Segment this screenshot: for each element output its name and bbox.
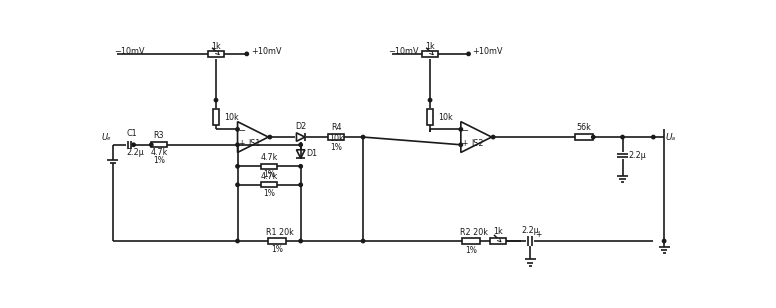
Circle shape: [652, 136, 655, 139]
Bar: [462, 238, 480, 244]
Text: 1%: 1%: [271, 245, 282, 254]
Text: 1%: 1%: [153, 156, 165, 165]
Text: $+10$mV: $+10$mV: [473, 45, 504, 55]
Circle shape: [236, 128, 239, 131]
Circle shape: [459, 128, 462, 131]
Bar: [422, 51, 438, 57]
Bar: [208, 51, 223, 57]
Bar: [490, 238, 505, 244]
Text: −: −: [238, 126, 245, 135]
Circle shape: [245, 52, 248, 55]
Circle shape: [236, 143, 239, 146]
Circle shape: [236, 164, 239, 168]
Bar: [213, 109, 219, 125]
Text: 1k: 1k: [425, 42, 435, 51]
Text: 2.2μ: 2.2μ: [629, 151, 646, 160]
Text: IS2: IS2: [472, 139, 484, 148]
Text: 1k: 1k: [493, 227, 503, 236]
Bar: [328, 134, 344, 140]
Text: R3: R3: [154, 131, 165, 140]
Text: 1%: 1%: [465, 246, 476, 255]
Circle shape: [591, 136, 595, 139]
Circle shape: [150, 143, 153, 146]
Text: R4: R4: [331, 123, 341, 132]
Text: 4.7k: 4.7k: [261, 172, 278, 181]
Text: D1: D1: [306, 149, 317, 159]
Text: +: +: [535, 230, 541, 239]
Text: $-10$mV: $-10$mV: [388, 45, 420, 55]
Text: 1%: 1%: [263, 170, 275, 179]
Text: 1%: 1%: [330, 143, 342, 152]
Text: IS1: IS1: [248, 139, 261, 148]
Text: −: −: [461, 126, 468, 135]
Text: 1k: 1k: [211, 42, 221, 51]
Text: 10k: 10k: [329, 134, 344, 143]
Circle shape: [236, 239, 239, 243]
Text: 1%: 1%: [263, 189, 275, 198]
Text: 4.7k: 4.7k: [261, 153, 278, 162]
Circle shape: [132, 143, 135, 146]
Text: +: +: [238, 140, 244, 148]
Text: $-10$mV: $-10$mV: [114, 45, 147, 55]
Circle shape: [491, 136, 495, 139]
Text: 10k: 10k: [438, 112, 452, 122]
Text: 10k: 10k: [223, 112, 238, 122]
Bar: [575, 134, 594, 140]
Text: Uₑ: Uₑ: [102, 133, 112, 142]
Text: 4.7k: 4.7k: [151, 148, 168, 157]
Text: $+10$mV: $+10$mV: [251, 45, 282, 55]
Circle shape: [428, 99, 431, 102]
Circle shape: [299, 143, 303, 146]
Bar: [151, 142, 167, 148]
Circle shape: [459, 143, 462, 146]
Bar: [268, 238, 286, 244]
Text: R1 20k: R1 20k: [266, 228, 294, 237]
Circle shape: [299, 183, 303, 187]
Circle shape: [299, 239, 303, 243]
Bar: [262, 182, 277, 188]
Text: D2: D2: [295, 122, 307, 131]
Circle shape: [299, 164, 303, 168]
Text: Uₐ: Uₐ: [666, 132, 676, 142]
Circle shape: [467, 52, 470, 55]
Text: 2.2μ: 2.2μ: [521, 226, 539, 235]
Bar: [262, 164, 277, 169]
Text: 2.2μ: 2.2μ: [126, 148, 144, 157]
Text: +: +: [462, 140, 468, 148]
Bar: [428, 109, 433, 125]
Circle shape: [362, 239, 365, 243]
Circle shape: [268, 136, 272, 139]
Text: 56k: 56k: [577, 123, 591, 132]
Circle shape: [621, 136, 624, 139]
Circle shape: [663, 239, 666, 243]
Text: C1: C1: [126, 129, 137, 139]
Circle shape: [214, 99, 218, 102]
Circle shape: [362, 136, 365, 139]
Text: R2 20k: R2 20k: [460, 228, 488, 237]
Circle shape: [236, 183, 239, 187]
